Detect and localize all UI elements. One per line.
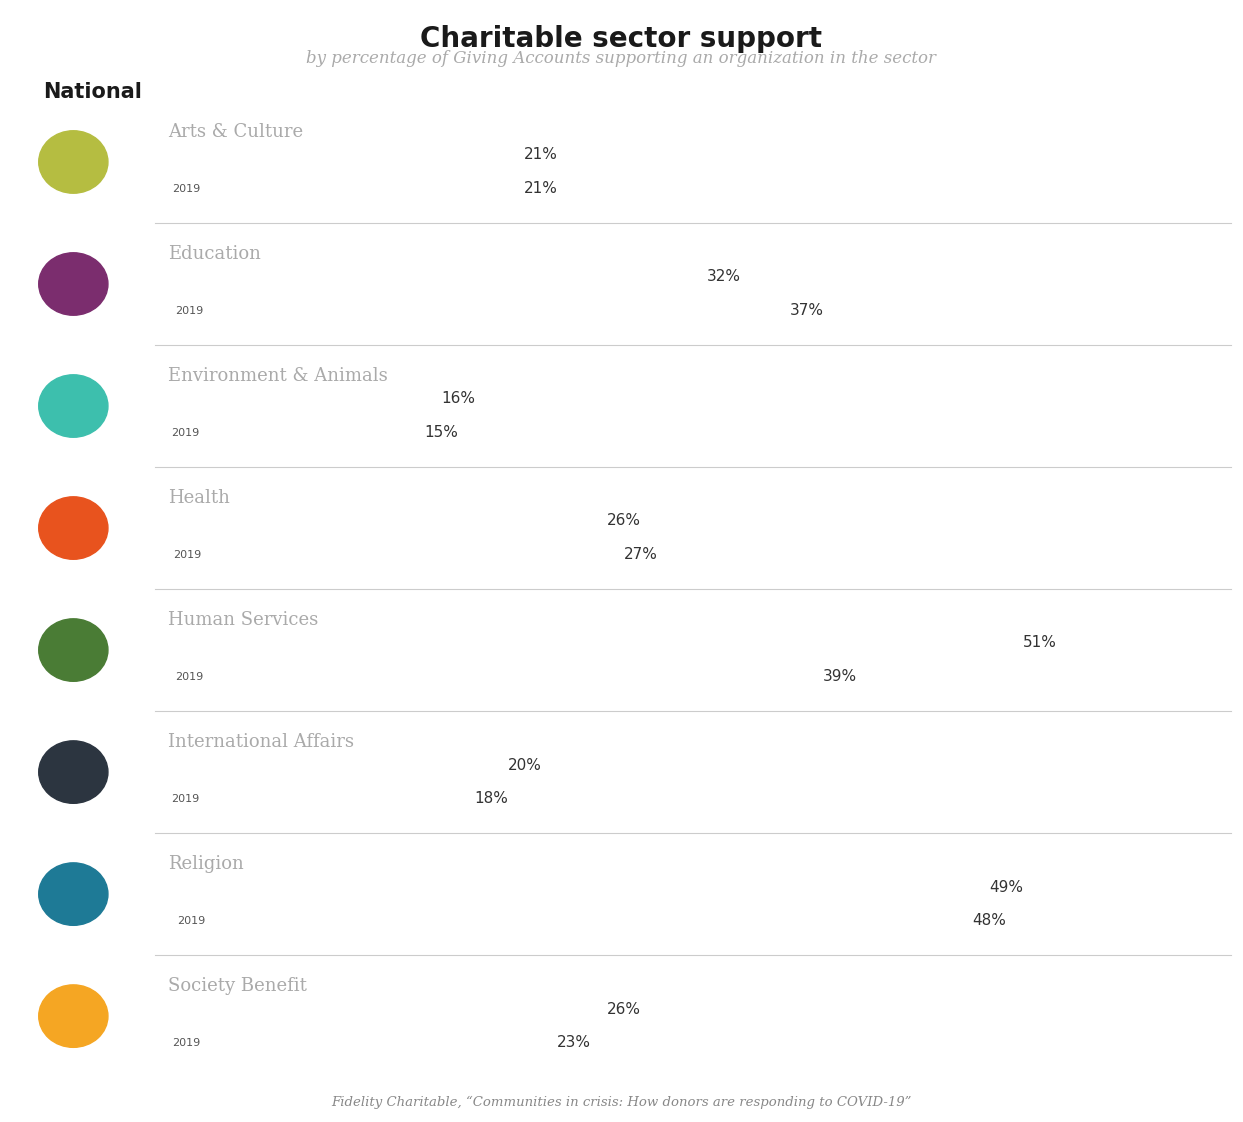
Circle shape (39, 497, 108, 559)
Text: 20%: 20% (507, 757, 542, 773)
Circle shape (39, 863, 108, 926)
Text: 15%: 15% (424, 425, 459, 440)
Text: Society Benefit: Society Benefit (168, 977, 307, 995)
Text: by percentage of Giving Accounts supporting an organization in the sector: by percentage of Giving Accounts support… (307, 50, 936, 67)
Text: 48%: 48% (972, 913, 1007, 928)
Text: 26%: 26% (607, 514, 641, 528)
Text: 2019: 2019 (173, 550, 201, 560)
Text: 49%: 49% (989, 880, 1023, 894)
Circle shape (39, 741, 108, 803)
Text: 27%: 27% (624, 548, 658, 562)
Text: 2019: 2019 (173, 1038, 200, 1048)
Text: Arts & Culture: Arts & Culture (168, 123, 303, 141)
Text: International Affairs: International Affairs (168, 733, 354, 751)
Text: 2020: 2020 (178, 638, 206, 649)
Text: Charitable sector support: Charitable sector support (420, 25, 823, 53)
Text: 21%: 21% (525, 181, 558, 196)
Text: 2020: 2020 (174, 272, 203, 282)
Text: 2020: 2020 (173, 516, 201, 526)
Text: 16%: 16% (441, 392, 475, 406)
Circle shape (39, 619, 108, 681)
Text: Health: Health (168, 489, 230, 507)
Text: 32%: 32% (707, 269, 741, 285)
Text: 2020: 2020 (173, 1004, 201, 1014)
Text: 18%: 18% (475, 791, 508, 807)
Text: 2019: 2019 (172, 793, 200, 803)
Text: 39%: 39% (823, 669, 858, 684)
Text: 51%: 51% (1023, 635, 1057, 651)
Circle shape (39, 252, 108, 315)
Text: 2020: 2020 (172, 760, 200, 770)
Circle shape (39, 985, 108, 1047)
Text: 2019: 2019 (178, 916, 205, 926)
Text: National: National (44, 82, 143, 102)
Text: Religion: Religion (168, 855, 244, 873)
Text: Education: Education (168, 245, 261, 263)
Text: 21%: 21% (525, 147, 558, 163)
Circle shape (39, 131, 108, 193)
Text: Fidelity Charitable, “Communities in crisis: How donors are responding to COVID-: Fidelity Charitable, “Communities in cri… (332, 1095, 911, 1109)
Text: 2020: 2020 (172, 150, 200, 160)
Text: 2019: 2019 (172, 184, 200, 194)
Text: 23%: 23% (557, 1036, 592, 1050)
Text: 2020: 2020 (178, 882, 206, 892)
Text: 2019: 2019 (175, 305, 204, 315)
Text: Environment & Animals: Environment & Animals (168, 367, 388, 385)
Text: 2019: 2019 (175, 672, 204, 682)
Text: 2019: 2019 (170, 427, 199, 438)
Text: 2020: 2020 (172, 394, 199, 404)
Circle shape (39, 375, 108, 438)
Text: 37%: 37% (789, 303, 824, 319)
Text: 26%: 26% (607, 1002, 641, 1017)
Text: Human Services: Human Services (168, 611, 318, 629)
